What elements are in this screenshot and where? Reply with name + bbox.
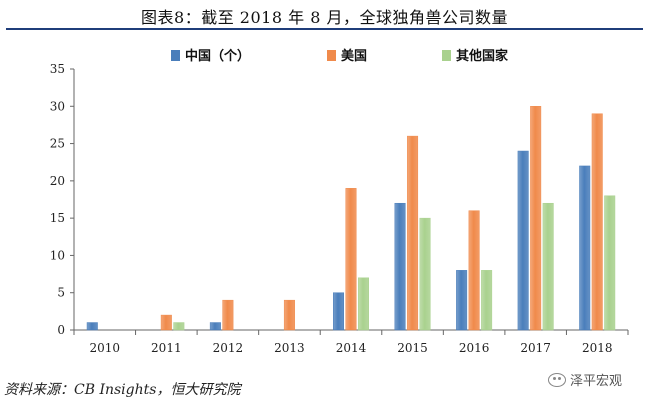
bar: [481, 270, 493, 331]
bar: [591, 113, 603, 331]
watermark: 泽平宏观: [548, 370, 622, 389]
bar: [283, 299, 295, 331]
bar: [160, 314, 172, 331]
bar: [86, 322, 98, 331]
chart-title: 图表8：截至 2018 年 8 月，全球独角兽公司数量: [141, 8, 508, 27]
bars: [86, 106, 616, 331]
bar: [517, 150, 529, 331]
y-tick-label: 20: [50, 174, 65, 188]
x-tick-label: 2012: [213, 341, 244, 355]
bar: [419, 217, 431, 331]
y-tick-label: 35: [50, 62, 65, 76]
x-tick-label: 2011: [151, 341, 182, 355]
bar: [530, 106, 542, 331]
bar: [456, 270, 468, 331]
x-tick-label: 2017: [520, 341, 551, 355]
bar: [407, 135, 419, 331]
bar: [173, 322, 185, 331]
y-tick-label: 5: [57, 286, 65, 300]
bar: [394, 202, 406, 331]
legend-swatch: [327, 50, 336, 61]
x-tick-label: 2018: [582, 341, 613, 355]
axes: 0 5 10 15 20 25 30 35 2010 2011 2012 2013 2014 2015 20…: [50, 62, 629, 355]
y-tick-label: 0: [57, 323, 65, 337]
legend-swatch: [442, 50, 451, 61]
legend-swatch: [171, 50, 180, 61]
source-note: 资料来源：CB Insights，恒大研究院: [4, 382, 241, 398]
bar: [358, 277, 369, 331]
y-tick-label: 25: [50, 137, 65, 151]
y-tick-label: 30: [50, 99, 65, 113]
legend: 中国（个） 美国 其他国家: [171, 48, 509, 64]
title-divider: [6, 28, 643, 30]
legend-label: 其他国家: [456, 48, 509, 64]
bar: [345, 188, 357, 331]
y-tick-label: 10: [50, 248, 65, 262]
y-tick-label: 15: [50, 211, 65, 225]
wechat-icon: [548, 372, 566, 387]
bar: [604, 195, 616, 331]
bar: [222, 299, 234, 331]
legend-label: 中国（个）: [185, 48, 250, 64]
x-tick-label: 2013: [274, 341, 305, 355]
bar: [209, 322, 221, 331]
x-tick-label: 2010: [90, 341, 121, 355]
legend-label: 美国: [341, 48, 367, 64]
bar: [579, 165, 591, 331]
bar: [542, 202, 554, 331]
watermark-text: 泽平宏观: [570, 374, 623, 389]
x-tick-label: 2015: [397, 341, 428, 355]
bar: [333, 292, 344, 331]
x-tick-label: 2014: [336, 341, 367, 355]
bar: [468, 210, 480, 331]
x-tick-label: 2016: [459, 341, 490, 355]
